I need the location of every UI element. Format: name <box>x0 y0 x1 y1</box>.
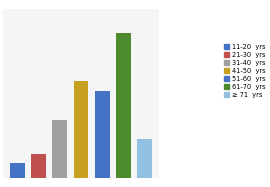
Legend: 11-20  yrs, 21-30  yrs, 31-40  yrs, 41-50  yrs, 51-60  yrs, 61-70  yrs, ≥ 71  yr: 11-20 yrs, 21-30 yrs, 31-40 yrs, 41-50 y… <box>222 43 267 99</box>
Bar <box>52 120 67 178</box>
Bar <box>10 163 25 178</box>
Bar <box>137 139 152 178</box>
Bar <box>73 82 89 178</box>
Bar <box>95 91 110 178</box>
Bar <box>116 33 131 178</box>
Bar <box>31 154 46 178</box>
